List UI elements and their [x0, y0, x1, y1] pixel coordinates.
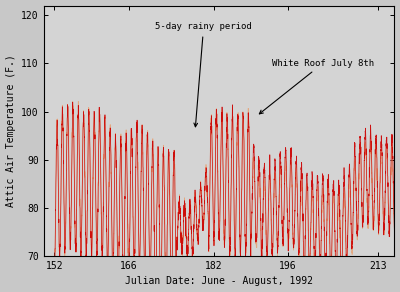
Text: 5-day rainy period: 5-day rainy period [155, 22, 252, 127]
Y-axis label: Attic Air Temperature (F.): Attic Air Temperature (F.) [6, 54, 16, 207]
Text: White Roof July 8th: White Roof July 8th [259, 58, 374, 114]
X-axis label: Julian Date: June - August, 1992: Julian Date: June - August, 1992 [125, 277, 313, 286]
